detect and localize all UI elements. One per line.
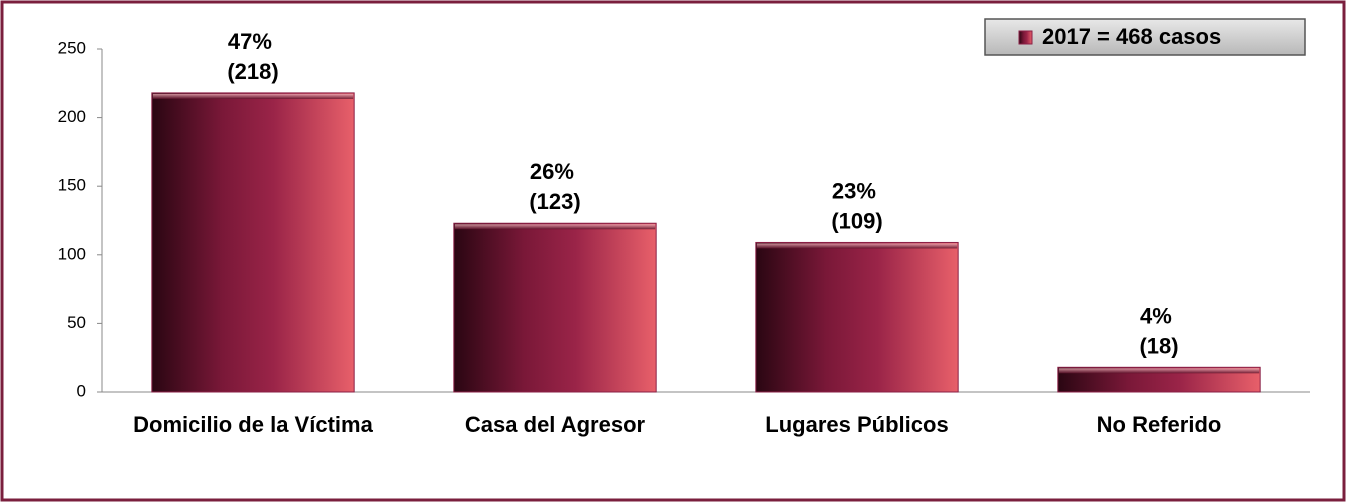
bar-bevel — [454, 224, 656, 230]
bar-bevel — [1058, 368, 1260, 374]
x-tick-label: Lugares Públicos — [765, 412, 948, 437]
bar-bevel — [152, 93, 354, 99]
value-label: 47% (218) — [227, 29, 278, 84]
bar-bevel — [756, 243, 958, 249]
value-label: 26% (123) — [529, 159, 580, 214]
x-tick-label: Domicilio de la Víctima — [133, 412, 373, 437]
bar — [151, 92, 355, 393]
legend-box — [984, 18, 1306, 56]
bar — [453, 222, 657, 393]
y-tick-label: 250 — [58, 38, 86, 57]
value-label: 23% (109) — [831, 178, 882, 233]
y-tick-label: 100 — [58, 244, 86, 263]
legend-marker — [1018, 30, 1033, 45]
y-tick-label: 200 — [58, 107, 86, 126]
x-tick-label: Casa del Agresor — [465, 412, 646, 437]
y-tick-label: 150 — [58, 176, 86, 195]
y-tick-label: 0 — [77, 381, 86, 400]
bar — [755, 241, 959, 393]
legend-label: 2017 = 468 casos — [1042, 24, 1221, 49]
value-label: 4% (18) — [1139, 303, 1178, 358]
x-tick-label: No Referido — [1097, 412, 1222, 437]
y-tick-label: 50 — [67, 313, 86, 332]
